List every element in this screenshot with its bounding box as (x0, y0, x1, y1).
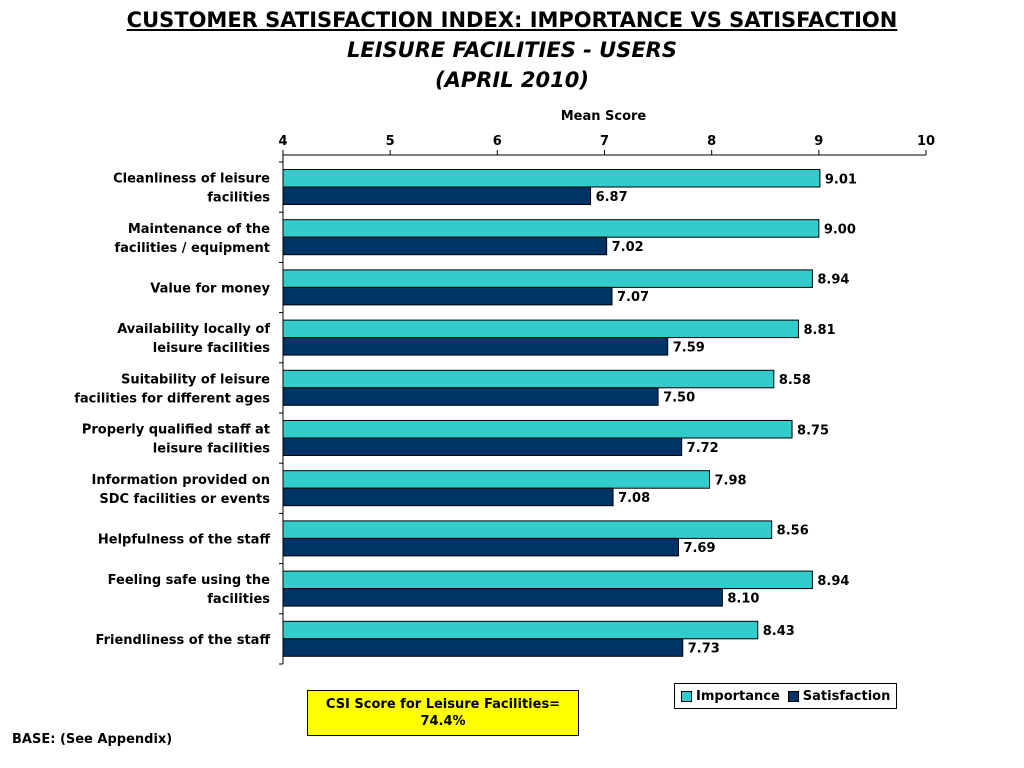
x-tick-label: 5 (386, 134, 395, 149)
data-label-importance: 8.43 (763, 624, 795, 639)
category-label: facilities / equipment (115, 241, 271, 256)
legend-item-satisfaction: Satisfaction (787, 688, 891, 704)
bar-satisfaction (282, 588, 723, 607)
data-label-satisfaction: 7.69 (683, 541, 715, 556)
data-label-importance: 8.75 (797, 423, 829, 438)
bar-satisfaction (282, 337, 669, 356)
x-tick-label: 8 (707, 134, 716, 149)
data-label-satisfaction: 7.59 (673, 340, 705, 355)
data-label-importance: 8.56 (777, 524, 809, 539)
data-label-importance: 7.98 (715, 473, 747, 488)
bar-satisfaction (282, 236, 608, 256)
bar-satisfaction (282, 437, 683, 456)
x-tick-label: 6 (493, 134, 502, 149)
category-label: Availability locally of (117, 322, 270, 337)
bar-importance (282, 269, 813, 288)
bar-importance (282, 620, 759, 640)
x-tick-label: 10 (917, 134, 935, 149)
bar-importance (282, 420, 793, 439)
bar-importance (282, 169, 821, 188)
bar-satisfaction (282, 186, 592, 205)
legend-swatch-importance (681, 690, 692, 702)
data-label-satisfaction: 7.73 (688, 642, 720, 657)
data-label-importance: 8.81 (803, 323, 835, 338)
data-label-importance: 8.94 (817, 273, 849, 288)
data-label-satisfaction: 7.72 (687, 441, 719, 456)
category-label: leisure facilities (153, 442, 270, 457)
bar-importance (282, 520, 773, 539)
x-tick-label: 9 (814, 134, 823, 149)
category-label: Friendliness of the staff (96, 633, 271, 648)
bar-importance (282, 570, 813, 590)
data-label-satisfaction: 7.07 (617, 290, 649, 305)
category-label: Suitability of leisure (121, 372, 270, 387)
category-label: facilities for different ages (74, 391, 270, 406)
bar-importance (282, 369, 775, 389)
csi-score-box: CSI Score for Leisure Facilities= 74.4% (307, 690, 579, 736)
bar-satisfaction (282, 286, 613, 306)
data-label-importance: 9.01 (825, 172, 857, 187)
x-tick-label: 7 (600, 134, 609, 149)
category-label: Helpfulness of the staff (98, 533, 271, 548)
category-label: facilities (207, 191, 270, 206)
x-axis-title: Mean Score (561, 109, 647, 124)
data-label-satisfaction: 7.50 (663, 391, 695, 406)
category-label: Feeling safe using the (108, 573, 270, 588)
legend-label-satisfaction: Satisfaction (802, 688, 891, 704)
chart-subtitle: LEISURE FACILITIES - USERS (347, 38, 677, 62)
category-label: facilities (207, 592, 270, 607)
bar-satisfaction (282, 387, 659, 406)
category-label: Cleanliness of leisure (113, 172, 270, 187)
data-label-importance: 8.58 (779, 373, 811, 388)
base-note: BASE: (See Appendix) (12, 732, 173, 747)
bar-importance (282, 219, 820, 238)
bar-importance (282, 319, 799, 339)
data-label-satisfaction: 7.08 (618, 491, 650, 506)
x-tick-label: 4 (278, 134, 287, 149)
data-label-satisfaction: 7.02 (612, 240, 644, 255)
category-label: Properly qualified staff at (82, 423, 270, 438)
bar-satisfaction (282, 638, 684, 657)
category-label: SDC facilities or events (99, 492, 270, 507)
chart-title: CUSTOMER SATISFACTION INDEX: IMPORTANCE … (126, 8, 898, 32)
category-label: leisure facilities (153, 341, 270, 356)
data-label-satisfaction: 8.10 (727, 591, 759, 606)
chart-date: (APRIL 2010) (435, 68, 589, 92)
category-label: Maintenance of the (128, 222, 270, 237)
category-label: Value for money (150, 282, 270, 297)
legend-item-importance: Importance (681, 689, 780, 704)
data-label-importance: 9.00 (824, 222, 856, 237)
chart-legend: Importance Satisfaction (674, 683, 898, 709)
legend-label-importance: Importance (696, 688, 780, 704)
category-label: Information provided on (91, 473, 270, 488)
data-label-satisfaction: 6.87 (596, 190, 628, 205)
data-label-importance: 8.94 (817, 574, 849, 589)
bar-importance (282, 470, 711, 489)
bar-satisfaction (282, 537, 679, 557)
bar-satisfaction (282, 487, 614, 507)
legend-swatch-satisfaction (787, 690, 799, 702)
csi-score-text: CSI Score for Leisure Facilities= 74.4% (325, 697, 561, 729)
